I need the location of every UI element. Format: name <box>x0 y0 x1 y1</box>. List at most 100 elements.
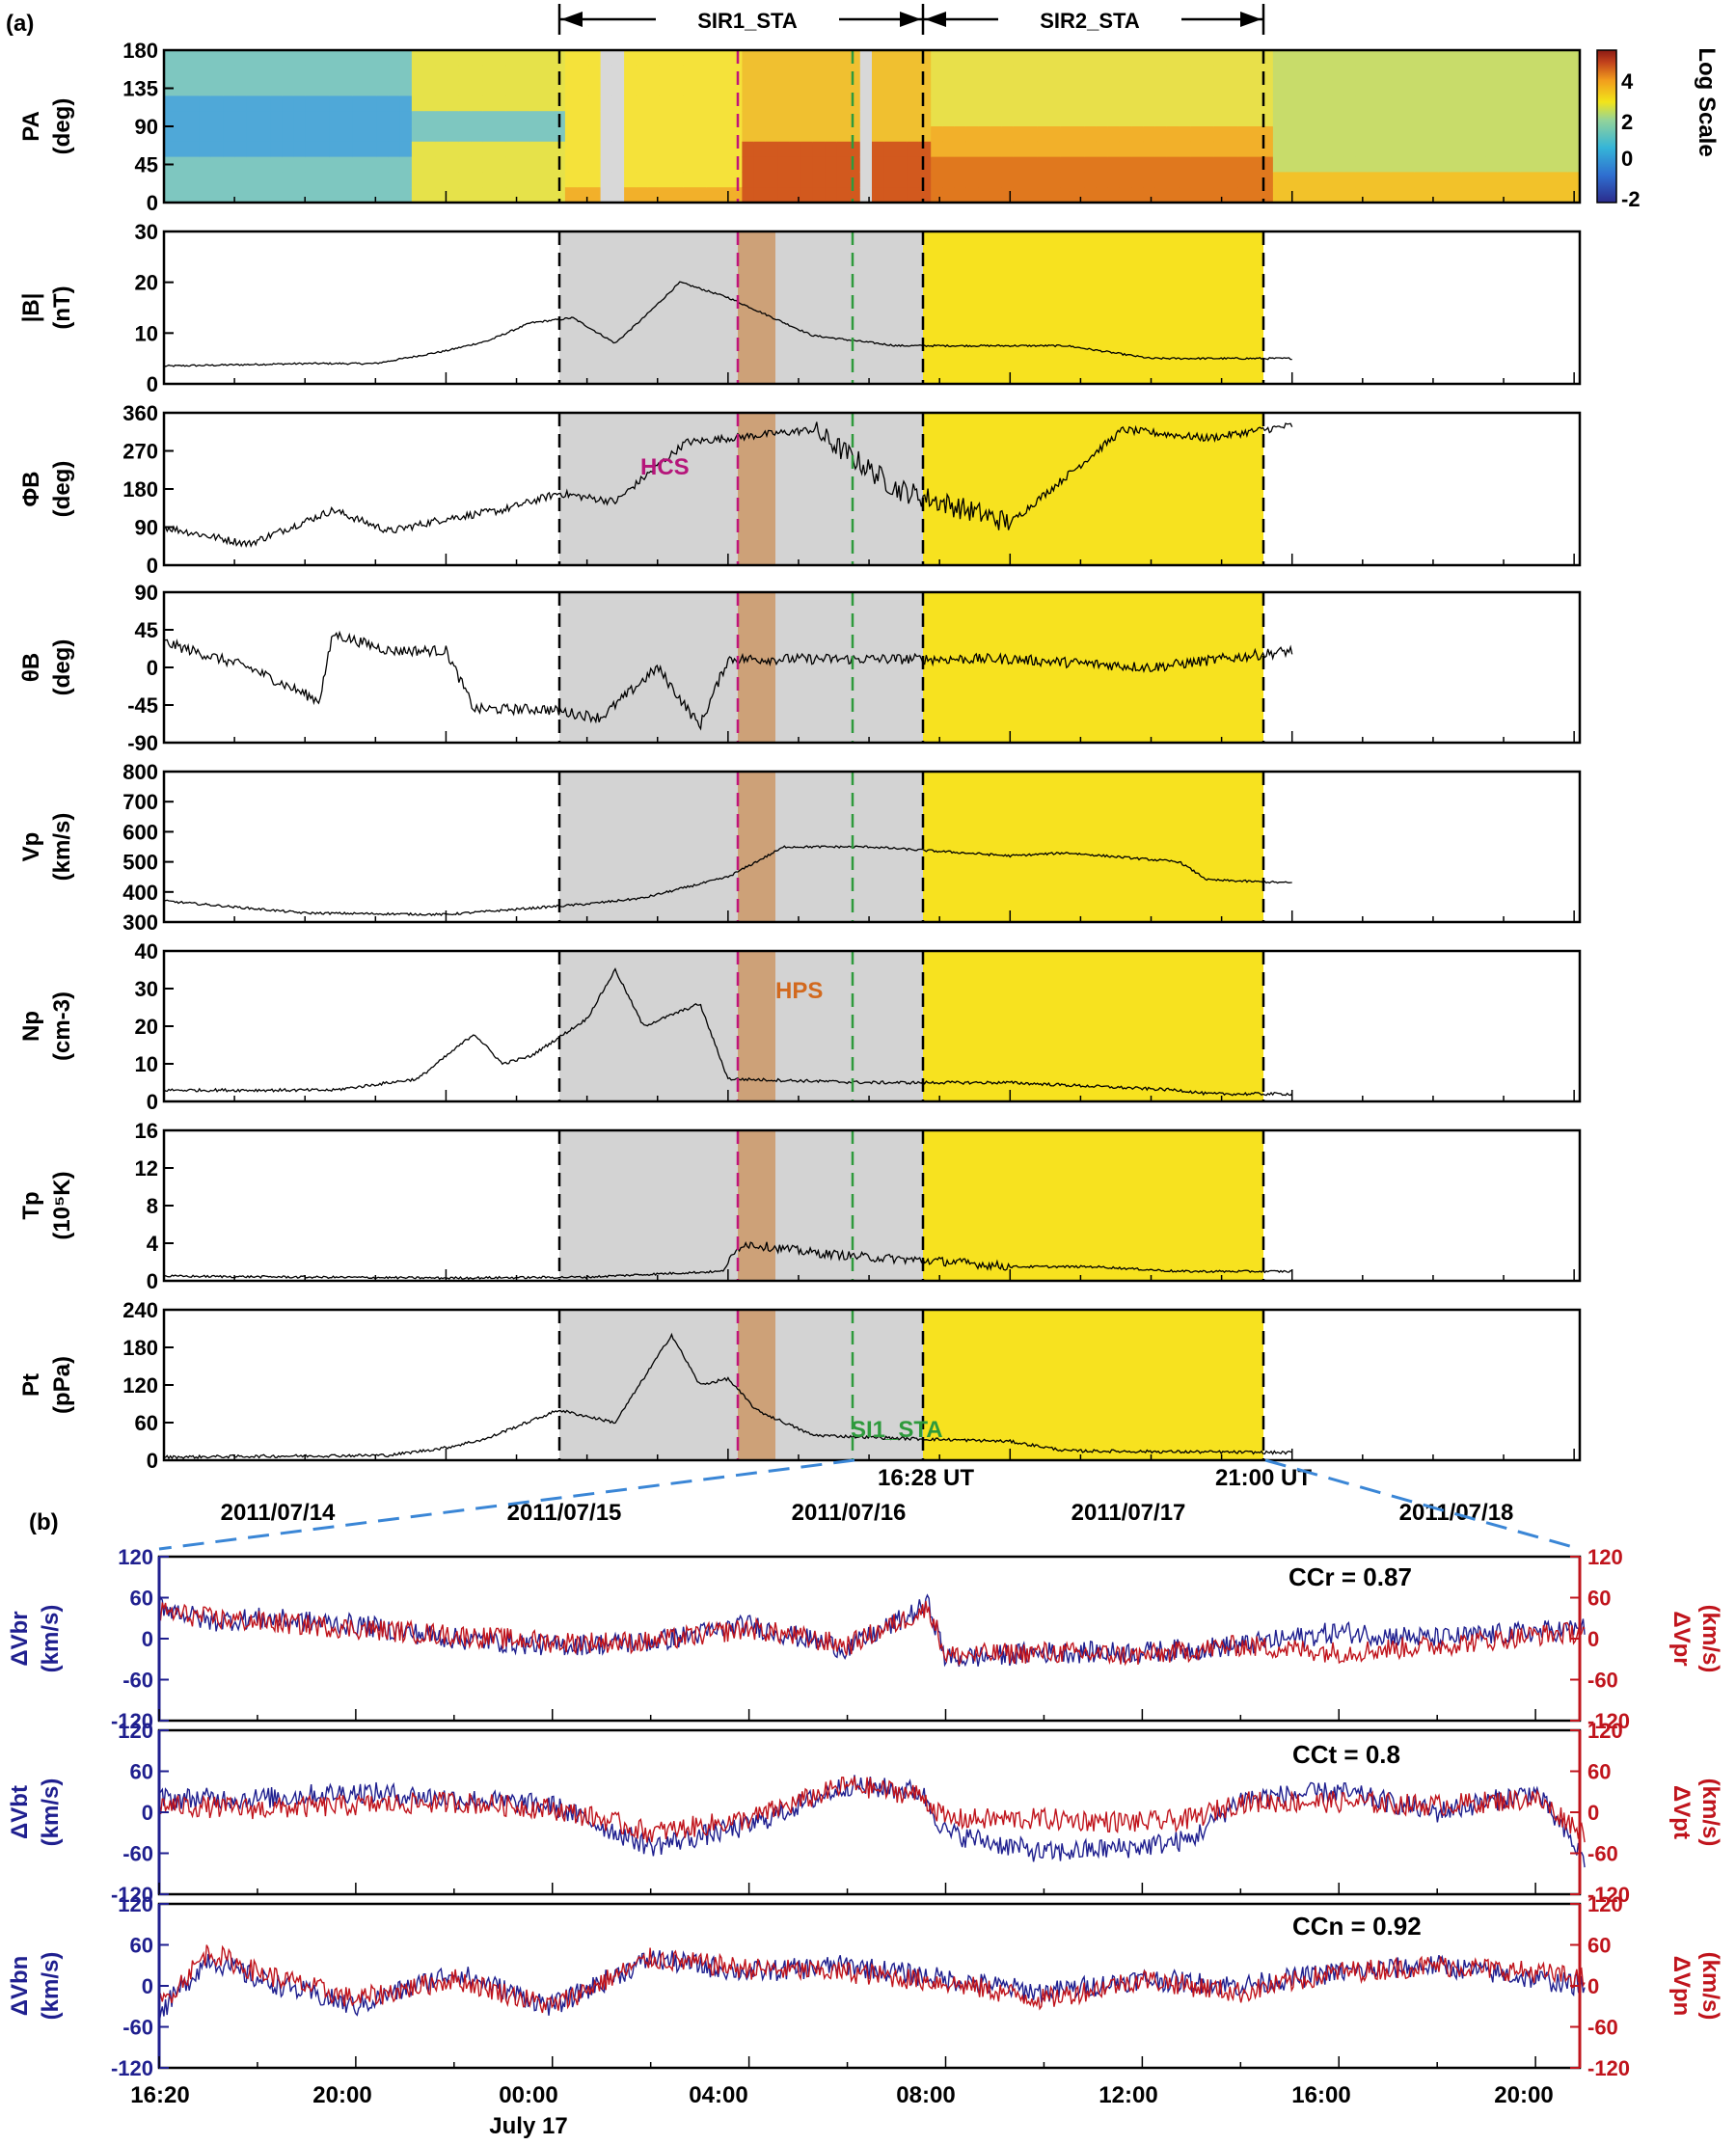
heatmap-cell <box>447 80 460 96</box>
heatmap-cell <box>164 126 176 143</box>
y-axis-label: Pt <box>18 1373 44 1397</box>
heatmap-cell <box>1402 156 1416 173</box>
heatmap-cell <box>365 65 377 82</box>
heatmap-cell <box>978 95 990 112</box>
cc-t-annotation: CCt = 0.8 <box>1292 1740 1400 1769</box>
heatmap-cell <box>1001 95 1015 112</box>
heatmap-cell <box>1296 141 1310 158</box>
heatmap-cell <box>482 156 496 173</box>
heatmap-cell <box>1166 126 1180 143</box>
heatmap-cell <box>176 95 188 112</box>
heatmap-cell <box>753 95 767 112</box>
heatmap-cell <box>848 50 861 67</box>
heatmap-cell <box>399 95 413 112</box>
heatmap-cell <box>1131 141 1144 158</box>
heatmap-cell <box>1450 187 1463 204</box>
heatmap-cell <box>471 111 483 127</box>
heatmap-cell <box>223 80 235 96</box>
heatmap-cell <box>1037 50 1050 67</box>
heatmap-cell <box>836 65 850 82</box>
heatmap-cell <box>482 50 496 67</box>
heatmap-cell <box>1473 187 1486 204</box>
heatmap-cell <box>293 95 307 112</box>
heatmap-cell <box>388 111 401 127</box>
heatmap-cell <box>505 65 519 82</box>
heatmap-cell <box>683 95 696 112</box>
heatmap-cell <box>588 126 602 143</box>
heatmap-cell <box>1143 187 1156 204</box>
heatmap-cell <box>694 95 708 112</box>
heatmap-cell <box>1508 80 1522 96</box>
trace-line <box>163 1332 1292 1460</box>
heatmap-cell <box>541 50 555 67</box>
heatmap-cell <box>706 111 719 127</box>
heatmap-cell <box>505 156 519 173</box>
heatmap-cell <box>1402 50 1416 67</box>
heatmap-cell <box>931 172 943 188</box>
heatmap-cell <box>1154 126 1168 143</box>
heatmap-cell <box>529 95 542 112</box>
heatmap-cell <box>1520 172 1533 188</box>
heatmap-cell <box>895 80 909 96</box>
heatmap-cell <box>931 65 943 82</box>
heatmap-cell <box>482 141 496 158</box>
zoom-line-right <box>1264 1458 1581 1551</box>
heatmap-cell <box>1379 187 1392 204</box>
heatmap-cell <box>694 126 708 143</box>
heatmap-cell <box>411 126 424 143</box>
y-tick-label: 8 <box>147 1194 158 1218</box>
heatmap-cell <box>1391 111 1404 127</box>
heatmap-cell <box>719 156 731 173</box>
series-b-line <box>158 1950 1586 2024</box>
heatmap-cell <box>1461 80 1475 96</box>
heatmap-cell <box>825 50 837 67</box>
heatmap-cell <box>1013 141 1026 158</box>
date-label: 2011/07/17 <box>1071 1500 1186 1526</box>
heatmap-cell <box>388 95 401 112</box>
heatmap-cell <box>965 111 979 127</box>
heatmap-cell <box>1379 141 1392 158</box>
heatmap-cell <box>447 95 460 112</box>
colorbar-tick-m2: -2 <box>1621 187 1641 211</box>
heatmap-cell <box>1544 80 1558 96</box>
heatmap-cell <box>1143 111 1156 127</box>
trace-line <box>163 421 1293 549</box>
heatmap-cell <box>1001 111 1015 127</box>
heatmap-cell <box>1143 156 1156 173</box>
heatmap-cell <box>1497 80 1510 96</box>
heatmap-cell <box>1190 126 1204 143</box>
heatmap-cell <box>577 95 589 112</box>
heatmap-cell <box>671 65 684 82</box>
heatmap-cell <box>942 187 956 204</box>
heatmap-cell <box>1426 172 1439 188</box>
heatmap-cell <box>647 95 661 112</box>
heatmap-cell <box>340 126 354 143</box>
heatmap-cell <box>730 141 743 158</box>
heatmap-cell <box>1202 65 1215 82</box>
heatmap-cell <box>730 80 743 96</box>
heatmap-cell <box>1520 141 1533 158</box>
heatmap-cell <box>435 65 448 82</box>
heatmap-cell <box>1202 172 1215 188</box>
heatmap-cell <box>1332 156 1344 173</box>
heatmap-cell <box>1285 172 1297 188</box>
heatmap-cell <box>317 95 330 112</box>
heatmap-cell <box>836 156 850 173</box>
heatmap-cell <box>246 156 259 173</box>
heatmap-cell <box>789 141 802 158</box>
heatmap-cell <box>435 50 448 67</box>
heatmap-cell <box>423 95 436 112</box>
heatmap-cell <box>352 65 366 82</box>
heatmap-cell <box>600 187 613 204</box>
y-tick-label: 4 <box>147 1232 159 1256</box>
heatmap-cell <box>1556 80 1569 96</box>
heatmap-cell <box>1084 95 1097 112</box>
heatmap-cell <box>777 187 790 204</box>
y-tick-label: -90 <box>127 731 158 755</box>
heatmap-cell <box>600 65 613 82</box>
heatmap-cell <box>1426 65 1439 82</box>
heatmap-cell <box>494 187 507 204</box>
heatmap-cell <box>471 80 483 96</box>
heatmap-cell <box>836 80 850 96</box>
heatmap-cell <box>365 156 377 173</box>
